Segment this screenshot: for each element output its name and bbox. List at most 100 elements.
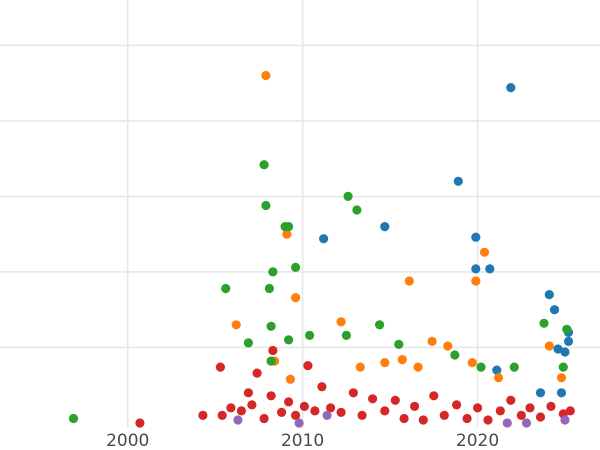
x-axis-ticks: 2000 2010 2020 [106,431,499,450]
data-point [268,267,278,277]
data-point [261,70,271,81]
data-point [410,401,420,411]
data-point [352,205,362,215]
data-point [521,418,532,428]
data-point [341,330,351,340]
data-point [317,382,327,392]
data-point [277,407,287,417]
data-point [562,324,572,334]
data-point [502,418,512,428]
data-point [266,356,276,366]
data-point [233,415,243,425]
data-point [343,191,353,201]
data-point [516,410,526,420]
data-point [380,222,390,232]
data-point [450,350,460,360]
data-point [506,83,516,93]
data-point [485,264,495,274]
data-point [535,388,546,398]
data-point [506,395,516,405]
data-point [266,321,276,331]
data-point [471,232,481,242]
data-point [236,406,246,416]
data-point [284,222,294,232]
data-point [326,403,336,413]
data-point [390,395,400,405]
data-point [418,415,428,425]
data-point [560,415,570,425]
x-tick-label: 2020 [456,431,499,450]
data-point [549,305,560,315]
data-point [493,373,504,383]
data-point [284,335,294,345]
data-point [305,330,315,340]
data-point [404,276,414,286]
data-point [268,345,278,356]
data-point [294,418,304,428]
data-point [368,394,378,404]
data-points [68,70,575,428]
data-point [355,362,365,372]
x-tick-label: 2010 [281,431,324,450]
data-point [380,358,390,368]
data-point [495,406,505,416]
data-point [380,406,390,416]
data-point [443,341,453,351]
data-point [556,373,567,383]
data-point [357,410,367,420]
data-point [68,413,79,424]
data-point [291,410,301,420]
data-point [247,400,257,410]
data-point [282,229,292,239]
data-point [217,410,227,420]
data-point [215,362,225,372]
data-point [394,339,404,349]
data-point [476,362,486,372]
data-point [264,283,274,294]
data-point [563,336,574,346]
data-point [303,361,313,371]
data-point [322,410,332,420]
data-point [336,317,346,327]
data-point [310,406,320,416]
data-point [299,401,309,411]
data-point [471,276,481,286]
data-point [285,374,295,384]
data-point [439,410,449,420]
data-point [135,418,145,428]
data-point [539,318,549,328]
data-point [375,320,385,330]
data-point [452,400,462,410]
data-point [259,160,269,170]
data-point [483,415,493,425]
data-point [558,362,568,372]
data-point [243,338,253,348]
data-point [556,388,567,398]
data-point [231,320,241,330]
data-point [471,264,481,274]
data-point [336,407,346,417]
data-point [348,388,358,398]
data-point [429,391,439,401]
data-point [467,358,477,368]
data-point [226,403,236,413]
data-point [565,406,575,416]
data-point [473,403,483,413]
data-point [261,200,271,211]
data-point [453,176,463,186]
data-point [399,413,409,424]
data-point [544,290,554,300]
data-point [462,413,472,424]
data-point [553,344,563,354]
data-point [479,247,490,257]
data-point [492,365,502,375]
data-point [509,362,519,372]
x-tick-label: 2000 [106,431,149,450]
data-point [544,341,554,351]
data-point [243,388,253,398]
data-point [525,403,535,413]
data-point [546,401,556,411]
grid-layer [0,0,600,428]
